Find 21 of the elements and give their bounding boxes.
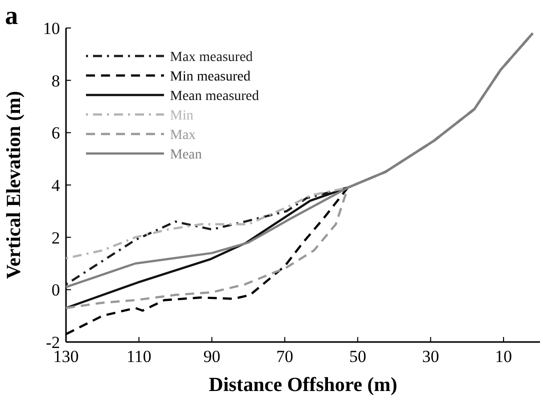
text: Max measured [170,50,253,65]
text: a [5,1,18,30]
y-tick-label: 6 [52,124,60,143]
x-tick-label: 10 [495,347,512,366]
y-tick-label: 10 [43,19,60,38]
text: Mean measured [170,89,260,104]
x-tick-label: 70 [276,347,294,366]
x-tick-label: 110 [126,347,152,366]
text: Min [170,108,194,124]
y-tick-label: 8 [52,71,60,90]
text: Mean [170,148,202,162]
text: Max [170,128,196,143]
y-tick-label: 2 [52,228,60,248]
y-tick-label: 4 [52,176,60,195]
x-axis-title: Distance Offshore (m) [208,374,398,396]
text: Min measured [170,70,250,84]
y-tick-label: 0 [52,280,60,300]
x-tick-label: 50 [349,347,366,366]
x-tick-label: 30 [422,347,440,366]
y-axis-title: Vertical Elevation (m) [3,90,25,280]
x-tick-label: 90 [203,347,220,366]
